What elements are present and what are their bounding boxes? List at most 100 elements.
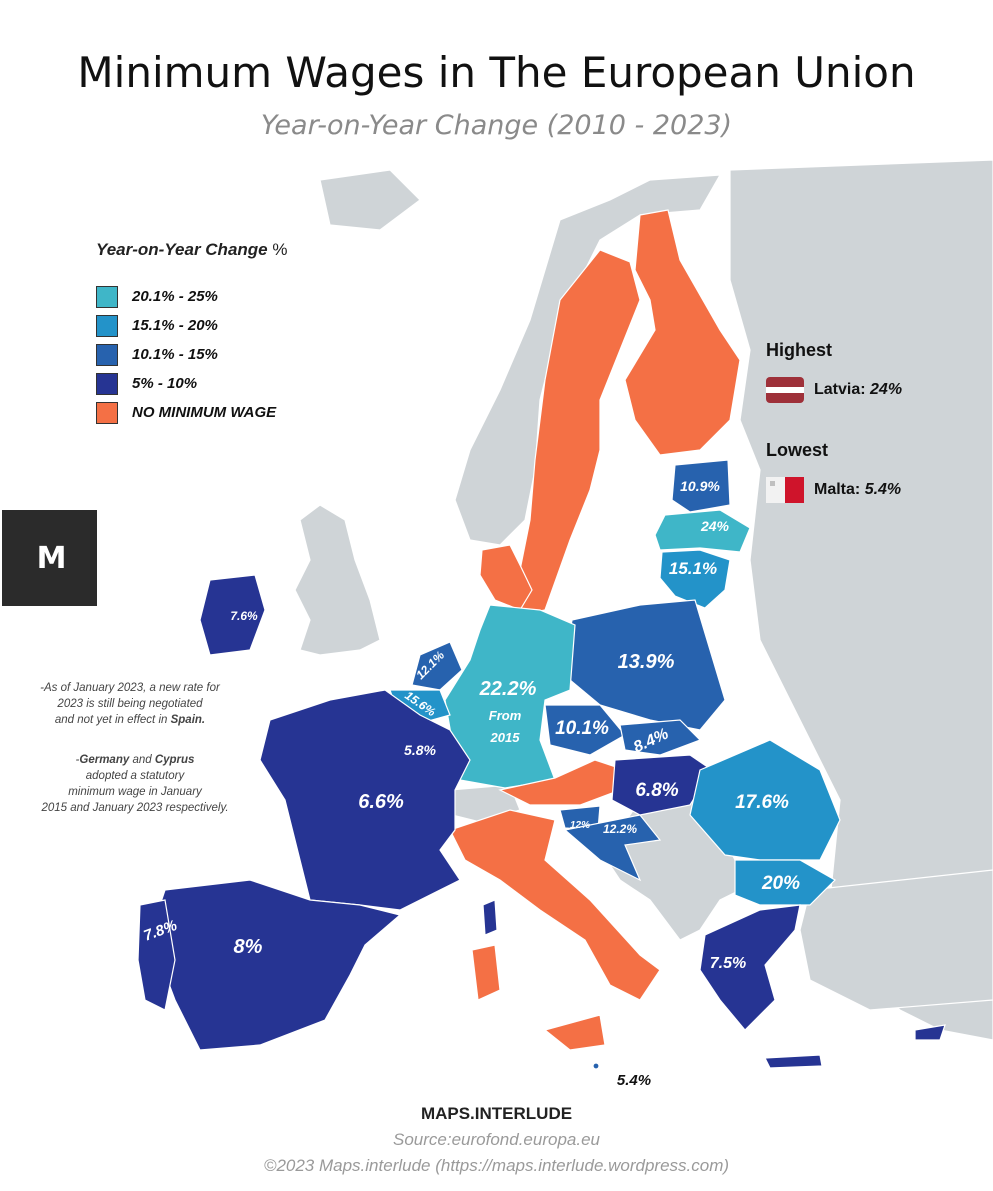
spain-shape bbox=[154, 879, 402, 1051]
legend-title-text: Year-on-Year Change bbox=[96, 240, 268, 259]
uk-land bbox=[294, 504, 381, 656]
label-spain: 8% bbox=[234, 936, 263, 958]
legend-swatch bbox=[96, 285, 118, 308]
legend-label: 15.1% - 20% bbox=[132, 317, 218, 334]
label-czechia: 10.1% bbox=[555, 718, 609, 739]
legend-label: 10.1% - 15% bbox=[132, 346, 218, 363]
note-germany-and: and bbox=[129, 754, 155, 766]
note-germany-country2: Cyprus bbox=[154, 754, 195, 766]
iceland-land bbox=[319, 169, 421, 231]
label-malta: 5.4% bbox=[617, 1072, 651, 1089]
highest-value: Latvia: 24% bbox=[814, 381, 902, 399]
note-spain: -As of January 2023, a new rate for 2023… bbox=[10, 680, 250, 728]
label-ireland: 7.6% bbox=[230, 609, 258, 623]
label-greece: 7.5% bbox=[710, 955, 746, 972]
note-spain-country: Spain. bbox=[170, 714, 206, 726]
label-germany-note1: From bbox=[489, 708, 522, 723]
label-poland: 13.9% bbox=[618, 651, 675, 673]
lithuania-shape bbox=[659, 549, 731, 609]
highest-percent: 24% bbox=[870, 381, 903, 398]
label-romania: 17.6% bbox=[735, 792, 789, 813]
legend-title-symbol: % bbox=[272, 240, 288, 259]
sardinia-shape bbox=[471, 944, 501, 1001]
turkey-land bbox=[799, 869, 993, 1011]
lowest-value: Malta: 5.4% bbox=[814, 481, 901, 499]
legend-swatch bbox=[96, 314, 118, 337]
lowest-title: Lowest bbox=[766, 440, 829, 460]
map-subtitle: Year-on-Year Change (2010 - 2023) bbox=[260, 110, 733, 141]
label-hungary: 6.8% bbox=[635, 780, 678, 801]
ireland-shape bbox=[199, 574, 266, 656]
note-germany: -Germany and Cyprus adopted a statutory … bbox=[15, 752, 255, 816]
highest-row: Latvia: 24% bbox=[766, 377, 902, 403]
lowest-box: Lowest Malta: 5.4% bbox=[766, 440, 901, 503]
greece-shape bbox=[699, 904, 801, 1031]
note-germany-line4: 2015 and January 2023 respectively. bbox=[41, 802, 229, 814]
highest-title: Highest bbox=[766, 340, 833, 360]
label-lithuania: 15.1% bbox=[669, 559, 717, 578]
romania-shape bbox=[689, 739, 841, 861]
label-luxembourg: 5.8% bbox=[404, 742, 436, 758]
highest-country: Latvia: bbox=[814, 381, 866, 398]
hungary-shape bbox=[611, 754, 713, 816]
label-estonia: 10.9% bbox=[680, 478, 720, 494]
croatia-shape bbox=[563, 814, 662, 882]
france-shape bbox=[259, 689, 471, 911]
map-title: Minimum Wages in The European Union bbox=[77, 48, 916, 97]
lowest-percent: 5.4% bbox=[864, 481, 902, 498]
legend-title: Year-on-Year Change % bbox=[96, 240, 287, 260]
crete-shape bbox=[764, 1054, 823, 1069]
legend-label: 5% - 10% bbox=[132, 375, 198, 392]
note-germany-line3: minimum wage in January bbox=[68, 786, 202, 798]
legend: Year-on-Year Change % 20.1% - 25% 15.1% … bbox=[96, 240, 287, 427]
norway-land bbox=[454, 174, 722, 546]
finland-shape bbox=[624, 209, 741, 456]
slovakia-shape bbox=[619, 719, 702, 756]
label-croatia: 12.2% bbox=[603, 822, 637, 836]
legend-item: NO MINIMUM WAGE bbox=[96, 398, 287, 427]
malta-flag-icon bbox=[766, 477, 804, 503]
cyprus-shape bbox=[914, 1024, 946, 1041]
corsica-shape bbox=[482, 899, 498, 936]
legend-item: 5% - 10% bbox=[96, 369, 287, 398]
latvia-flag-icon bbox=[766, 377, 804, 403]
footer-brand: MAPS.INTERLUDE bbox=[420, 1104, 573, 1123]
italy-shape bbox=[449, 809, 661, 1001]
note-spain-line3: and not yet in effect in bbox=[54, 714, 168, 726]
bulgaria-shape bbox=[734, 859, 836, 906]
legend-swatch bbox=[96, 343, 118, 366]
note-spain-line2: 2023 is still being negotiated bbox=[57, 698, 203, 710]
lowest-row: Malta: 5.4% bbox=[766, 477, 901, 503]
malta-shape bbox=[592, 1062, 600, 1070]
legend-item: 10.1% - 15% bbox=[96, 340, 287, 369]
latvia-shape bbox=[654, 509, 751, 553]
label-bulgaria: 20% bbox=[761, 873, 800, 894]
portugal-shape bbox=[137, 899, 176, 1011]
netherlands-shape bbox=[411, 641, 463, 691]
brand-logo: M bbox=[2, 510, 97, 606]
denmark-shape bbox=[479, 544, 533, 611]
country-labels: 10.9% 24% 15.1% 13.9% 22.2% From 2015 12… bbox=[141, 478, 800, 1089]
czechia-shape bbox=[544, 704, 626, 756]
note-germany-country1: Germany bbox=[79, 754, 130, 766]
label-latvia: 24% bbox=[700, 518, 730, 534]
legend-swatch bbox=[96, 372, 118, 395]
legend-label: NO MINIMUM WAGE bbox=[132, 404, 277, 421]
label-slovenia: 12% bbox=[570, 820, 590, 831]
sicily-shape bbox=[543, 1014, 606, 1051]
label-germany: 22.2% bbox=[479, 678, 537, 700]
logo-letter: M bbox=[36, 540, 67, 576]
sweden-shape bbox=[519, 249, 641, 616]
note-germany-line2: adopted a statutory bbox=[85, 770, 185, 782]
eu-countries bbox=[137, 209, 946, 1070]
legend-swatch bbox=[96, 401, 118, 424]
legend-item: 20.1% - 25% bbox=[96, 282, 287, 311]
lowest-country: Malta: bbox=[814, 481, 861, 498]
footer-source: Source:eurofond.europa.eu bbox=[393, 1130, 600, 1149]
note-spain-line1: -As of January 2023, a new rate for bbox=[40, 682, 220, 694]
legend-item: 15.1% - 20% bbox=[96, 311, 287, 340]
highest-box: Highest Latvia: 24% bbox=[766, 340, 902, 403]
legend-label: 20.1% - 25% bbox=[132, 288, 218, 305]
label-france: 6.6% bbox=[358, 791, 404, 813]
